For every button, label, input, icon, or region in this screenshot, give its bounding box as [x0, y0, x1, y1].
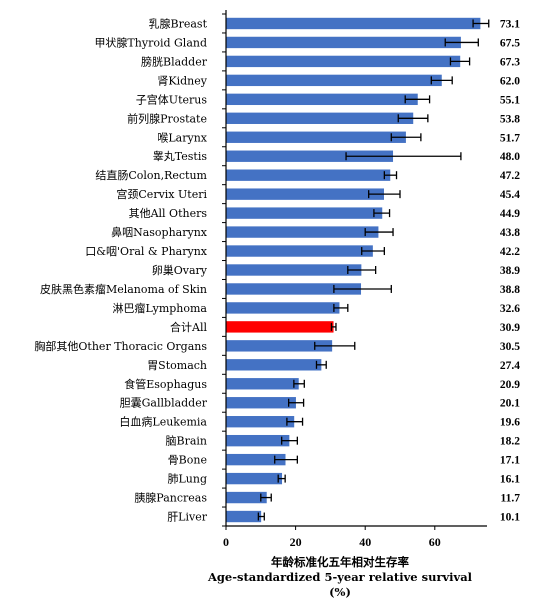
- category-label: 子宫体Uterus: [136, 92, 208, 106]
- category-label: 胰腺Pancreas: [134, 491, 207, 505]
- category-label: 淋巴瘤Lymphoma: [113, 301, 208, 315]
- bar: [226, 226, 379, 238]
- x-tick-label: 20: [290, 535, 302, 549]
- value-label: 55.1: [500, 94, 520, 106]
- bar: [226, 416, 295, 428]
- value-label: 11.7: [501, 493, 521, 505]
- category-label: 结直肠Colon,Rectum: [95, 168, 207, 182]
- value-label: 20.1: [500, 398, 520, 410]
- bar: [226, 17, 481, 30]
- value-label: 47.2: [500, 170, 520, 182]
- value-label: 44.9: [500, 208, 520, 220]
- x-axis-title: 年龄标准化五年相对生存率: [271, 555, 409, 569]
- bar: [226, 283, 362, 295]
- value-label: 20.9: [500, 379, 520, 391]
- bar: [226, 510, 262, 523]
- category-label: 白血病Leukemia: [119, 415, 207, 429]
- category-label: 甲状腺Thyroid Gland: [94, 35, 207, 49]
- bar: [226, 397, 296, 409]
- x-tick-label: 40: [359, 535, 371, 549]
- bar: [226, 169, 391, 181]
- value-label: 51.7: [500, 132, 520, 144]
- value-label: 53.8: [500, 113, 520, 125]
- bar: [226, 93, 418, 106]
- category-label: 前列腺Prostate: [127, 111, 207, 125]
- category-label: 乳腺Breast: [149, 16, 208, 30]
- category-label: 睾丸Testis: [153, 149, 208, 163]
- bar: [226, 245, 373, 257]
- bar: [226, 112, 414, 124]
- value-label: 16.1: [500, 474, 520, 486]
- x-axis-title: Age-standardized 5-year relative surviva…: [207, 570, 473, 584]
- category-label: 胆囊Gallbladder: [120, 396, 208, 410]
- category-label: 膀胱Bladder: [141, 54, 208, 68]
- value-label: 48.0: [500, 151, 520, 163]
- bar: [226, 453, 286, 466]
- bar: [226, 131, 406, 143]
- bar: [226, 302, 340, 314]
- bar: [226, 359, 322, 371]
- x-tick-label: 0: [223, 535, 229, 549]
- value-label: 19.6: [500, 417, 520, 429]
- category-label: 皮肤黑色素瘤Melanoma of Skin: [40, 282, 207, 296]
- bar: [226, 207, 383, 219]
- value-label: 30.9: [500, 322, 520, 334]
- bar: [226, 472, 283, 485]
- category-label: 宫颈Cervix Uteri: [116, 187, 207, 201]
- bar: [226, 321, 334, 333]
- x-axis-title: (%): [329, 585, 351, 599]
- value-label: 43.8: [500, 227, 520, 239]
- category-label: 脑Brain: [165, 435, 207, 448]
- category-label: 肺Lung: [167, 473, 207, 486]
- value-label: 73.1: [500, 18, 520, 30]
- category-label: 口&咽'Oral & Pharynx: [85, 245, 208, 258]
- bar: [226, 188, 384, 200]
- value-label: 45.4: [500, 189, 520, 201]
- bar: [226, 74, 442, 87]
- value-label: 38.9: [500, 265, 520, 277]
- category-label: 鼻咽Nasopharynx: [111, 225, 208, 239]
- category-label: 胃Stomach: [147, 359, 207, 372]
- bar: [226, 340, 333, 352]
- category-label: 卵巢Ovary: [152, 264, 208, 277]
- value-label: 42.2: [500, 246, 520, 258]
- value-label: 10.1: [500, 512, 520, 524]
- bar: [226, 378, 299, 390]
- category-label: 其他All Others: [129, 207, 208, 220]
- value-label: 32.6: [500, 303, 520, 315]
- category-label: 肾Kidney: [157, 74, 207, 87]
- value-label: 27.4: [500, 360, 520, 372]
- value-label: 17.1: [500, 455, 520, 467]
- category-label: 肝Liver: [167, 511, 208, 524]
- bar: [226, 434, 290, 447]
- bar: [226, 264, 362, 276]
- category-label: 食管Esophagus: [124, 377, 207, 391]
- value-label: 62.0: [500, 75, 520, 87]
- category-label: 骨Bone: [168, 454, 207, 467]
- value-label: 30.5: [500, 341, 520, 353]
- category-label: 合计All: [170, 320, 207, 334]
- bar: [226, 150, 394, 162]
- category-label: 喉Larynx: [157, 131, 207, 144]
- bar: [226, 55, 461, 68]
- bar: [226, 491, 267, 504]
- x-tick-label: 60: [429, 535, 441, 549]
- value-label: 18.2: [500, 436, 520, 448]
- value-label: 38.8: [500, 284, 520, 296]
- bar: [226, 36, 461, 49]
- value-label: 67.3: [500, 56, 520, 68]
- value-label: 67.5: [500, 37, 520, 49]
- category-label: 胸部其他Other Thoracic Organs: [34, 339, 207, 353]
